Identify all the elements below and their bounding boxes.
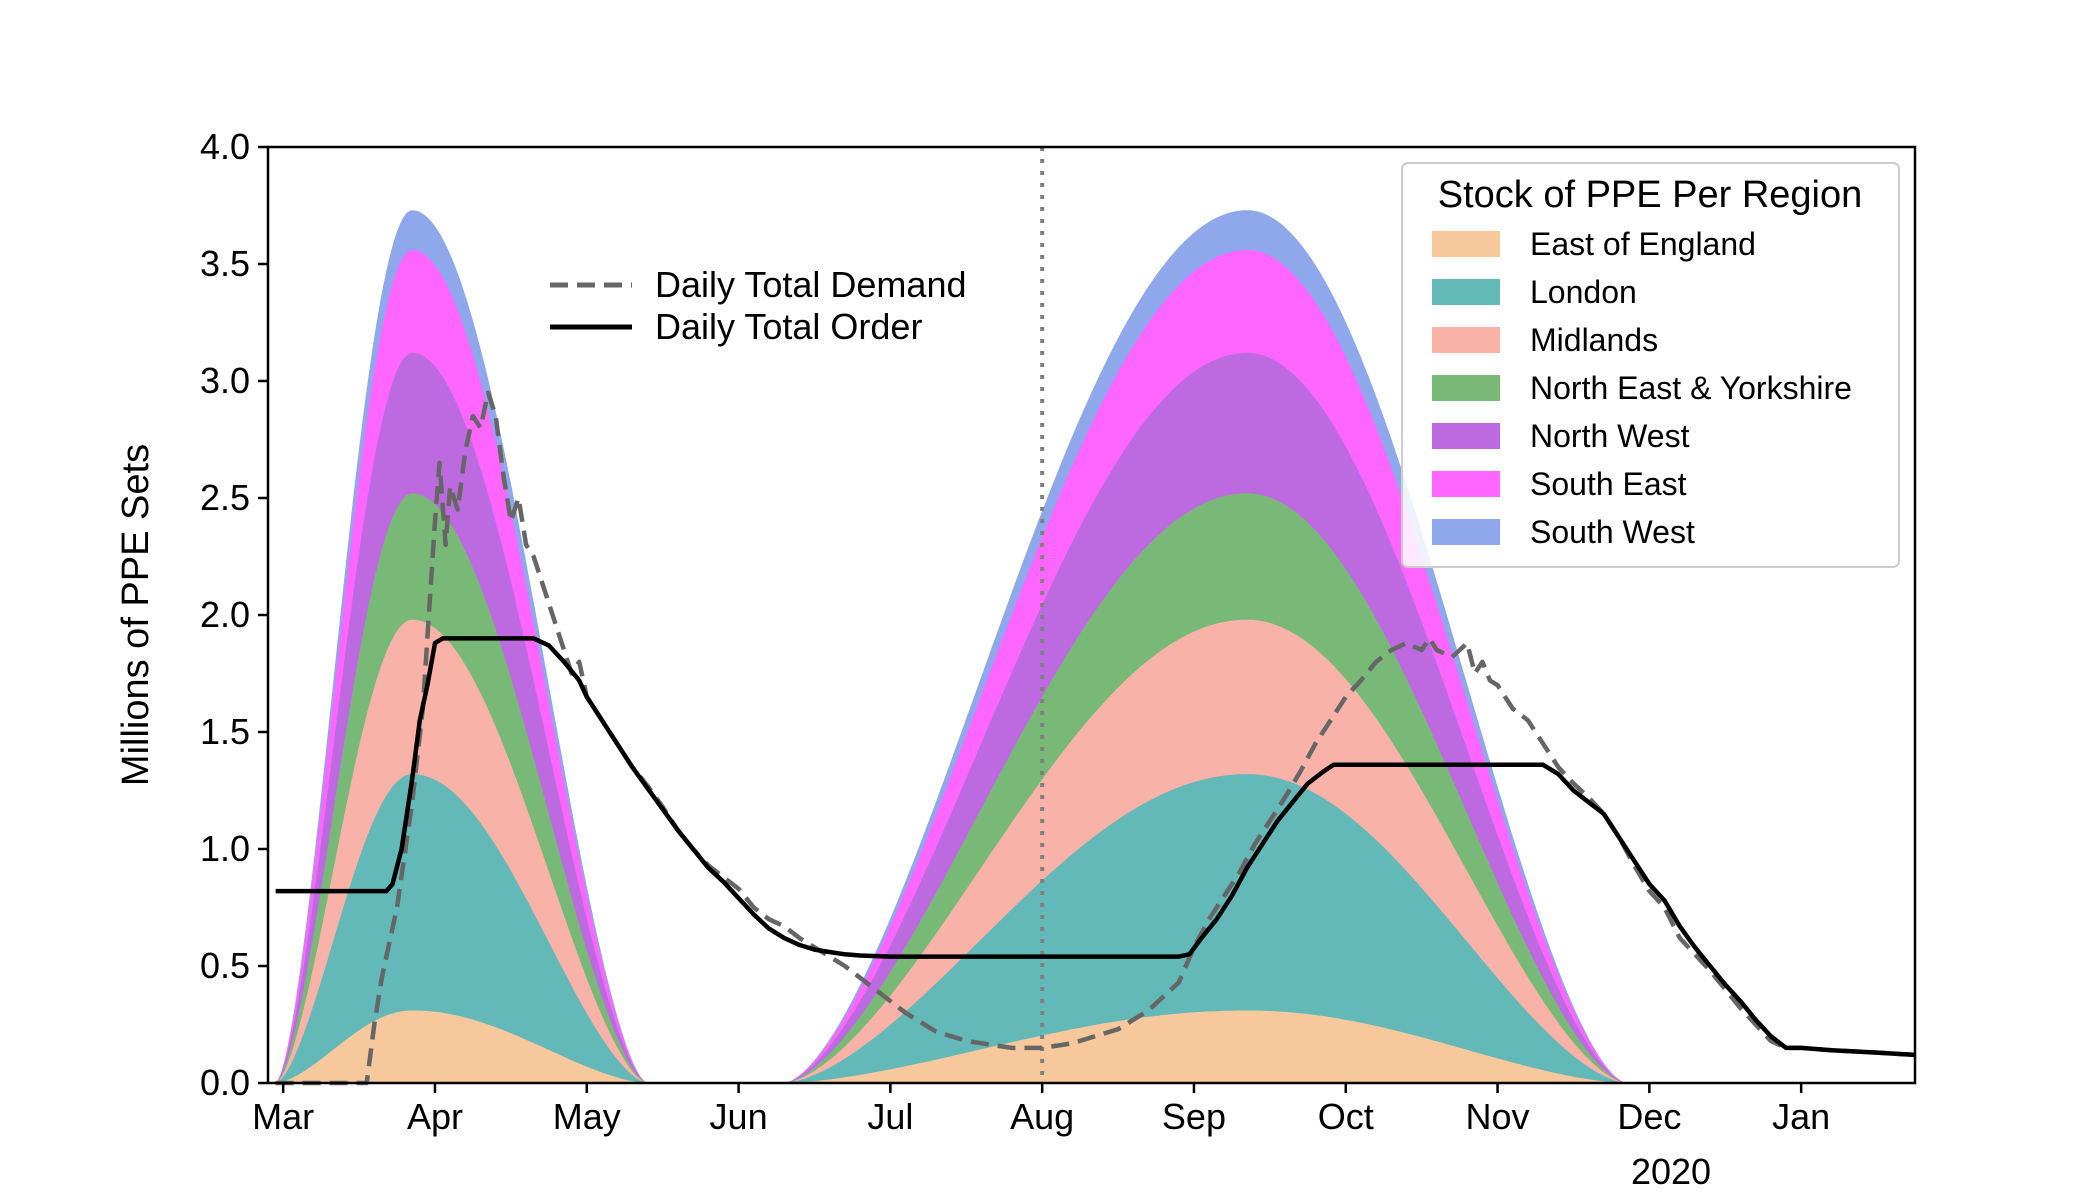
region-legend-box (1401, 162, 1900, 568)
line-daily-total-demand (275, 390, 1916, 1086)
legend-swatch-south-east (1432, 471, 1500, 497)
x-tick-label-0: Mar (252, 1096, 314, 1137)
legend-swatch-north-east-yorkshire (1432, 375, 1500, 401)
legend-order-label: Daily Total Order (655, 306, 922, 347)
y-tick-label-8: 4.0 (200, 126, 250, 167)
y-tick-label-5: 2.5 (200, 477, 250, 518)
region-legend-title: Stock of PPE Per Region (1438, 174, 1863, 216)
x-tick-label-8: Nov (1466, 1096, 1530, 1137)
area-london (268, 774, 1915, 1083)
x-tick-label-1: Apr (407, 1096, 463, 1137)
legend-label-london: London (1530, 274, 1637, 310)
x-tick-label-3: Jun (710, 1096, 768, 1137)
legend-swatch-north-west (1432, 423, 1500, 449)
stacked-areas (268, 210, 1915, 1083)
legend-swatch-midlands (1432, 327, 1500, 353)
area-east-of-england (268, 1010, 1915, 1083)
legend-swatch-east-of-england (1432, 231, 1500, 257)
x-tick-label-6: Sep (1162, 1096, 1226, 1137)
x-tick-label-2: May (553, 1096, 621, 1137)
legend-label-north-west: North West (1530, 418, 1690, 454)
legend-label-midlands: Midlands (1530, 322, 1658, 358)
demand-order-lines (275, 390, 1916, 1086)
x-axis: Mar Apr May Jun Jul Aug Sep Oct Nov Dec Jan (252, 1083, 1830, 1137)
x-tick-label-9: Dec (1617, 1096, 1681, 1137)
y-axis: 0.0 0.5 1.0 1.5 2.0 2.5 3.0 3.5 4.0 (200, 126, 268, 1103)
y-tick-label-3: 1.5 (200, 711, 250, 752)
x-tick-label-10: Jan (1772, 1096, 1830, 1137)
legend-swatch-south-west (1432, 519, 1500, 545)
y-tick-label-2: 1.0 (200, 828, 250, 869)
y-tick-label-4: 2.0 (200, 594, 250, 635)
legend-swatch-london (1432, 279, 1500, 305)
legend-label-north-east-yorkshire: North East & Yorkshire (1530, 370, 1852, 406)
y-tick-label-6: 3.0 (200, 360, 250, 401)
legend-label-south-west: South West (1530, 514, 1695, 550)
x-tick-label-7: Oct (1318, 1096, 1374, 1137)
year-label: 2020 (1631, 1151, 1711, 1192)
legend-demand-label: Daily Total Demand (655, 264, 966, 305)
line-legend: Daily Total Demand Daily Total Order (550, 264, 966, 347)
y-tick-label-1: 0.5 (200, 945, 250, 986)
legend-label-south-east: South East (1530, 466, 1687, 502)
y-tick-label-7: 3.5 (200, 243, 250, 284)
line-daily-total-order (275, 636, 1916, 1058)
x-tick-label-4: Jul (867, 1096, 913, 1137)
legend-label-east-of-england: East of England (1530, 226, 1756, 262)
y-axis-title: Millions of PPE Sets (115, 444, 157, 786)
x-tick-label-5: Aug (1010, 1096, 1074, 1137)
region-legend: Stock of PPE Per Region East of England L… (1401, 162, 1900, 568)
y-tick-label-0: 0.0 (200, 1062, 250, 1103)
